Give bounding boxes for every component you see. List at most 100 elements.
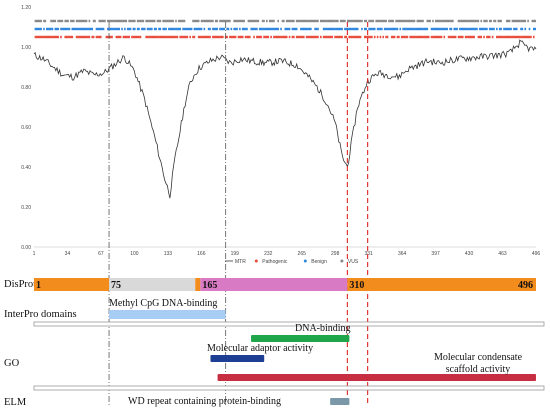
variant-marker — [348, 19, 350, 23]
variant-marker — [364, 19, 366, 23]
variant-marker — [151, 19, 153, 23]
x-tick-label: 67 — [98, 251, 104, 257]
variant-marker — [87, 27, 89, 31]
x-tick-label: 331 — [364, 251, 373, 257]
variant-marker — [153, 35, 156, 39]
variant-marker — [520, 35, 522, 39]
variant-marker — [355, 35, 358, 39]
variant-marker — [331, 27, 333, 31]
variant-marker — [300, 27, 302, 31]
variant-marker — [230, 35, 233, 39]
variant-marker — [500, 27, 502, 31]
variant-marker — [295, 19, 298, 23]
variant-marker — [163, 19, 166, 23]
variant-marker — [359, 35, 362, 39]
variant-marker — [314, 35, 316, 39]
variant-marker — [212, 27, 214, 31]
variant-marker — [324, 35, 326, 39]
variant-marker — [312, 35, 315, 39]
variant-marker — [244, 35, 247, 39]
variant-marker — [34, 27, 37, 31]
variant-marker — [222, 35, 224, 39]
variant-marker — [416, 35, 419, 39]
variant-marker — [64, 35, 67, 39]
variant-marker — [197, 27, 200, 31]
variant-marker — [356, 19, 359, 23]
variant-marker — [301, 35, 304, 39]
variant-marker — [246, 35, 248, 39]
variant-marker — [471, 35, 474, 39]
variant-marker — [125, 35, 128, 39]
variant-marker — [197, 19, 200, 23]
variant-marker — [182, 19, 184, 23]
variant-marker — [109, 27, 112, 31]
variant-marker — [195, 19, 197, 23]
variant-marker — [364, 35, 366, 39]
disprot-position-label: 165 — [202, 280, 217, 291]
variant-marker — [212, 19, 214, 23]
variant-marker — [369, 27, 372, 31]
variant-marker — [112, 27, 115, 31]
chart-legend: MTR Pathogenic Benign VUS — [225, 259, 359, 265]
variant-marker — [118, 19, 120, 23]
variant-marker — [298, 19, 301, 23]
variant-marker — [64, 19, 67, 23]
variant-marker — [214, 27, 217, 31]
variant-marker — [97, 35, 99, 39]
variant-marker — [460, 35, 463, 39]
variant-marker — [420, 35, 423, 39]
variant-marker — [92, 19, 95, 23]
disprot-position-label: 1 — [36, 280, 41, 291]
variant-marker — [317, 35, 319, 39]
variant-marker — [523, 35, 525, 39]
variant-marker — [241, 27, 244, 31]
variant-marker — [523, 19, 525, 23]
variant-marker — [293, 27, 295, 31]
variant-marker — [337, 35, 339, 39]
variant-marker — [470, 35, 473, 39]
variant-marker — [300, 35, 302, 39]
x-tick-label: 496 — [532, 251, 541, 257]
variant-marker — [74, 27, 76, 31]
x-tick-label: 133 — [164, 251, 173, 257]
variant-marker — [40, 27, 42, 31]
variant-marker — [527, 19, 529, 23]
variant-marker — [78, 27, 81, 31]
variant-marker — [169, 19, 172, 23]
variant-marker — [116, 27, 119, 31]
variant-marker — [334, 35, 336, 39]
variant-marker — [240, 19, 243, 23]
variant-marker — [293, 35, 295, 39]
variant-marker — [321, 19, 324, 23]
variant-marker — [270, 35, 272, 39]
legend-label: VUS — [348, 259, 359, 265]
variant-marker — [378, 27, 380, 31]
variant-marker — [281, 19, 284, 23]
variant-marker — [311, 19, 314, 23]
variant-marker — [99, 35, 102, 39]
variant-marker — [81, 27, 84, 31]
x-tick-label: 430 — [465, 251, 474, 257]
variant-marker — [82, 19, 85, 23]
variant-marker — [487, 35, 490, 39]
variant-marker — [369, 35, 372, 39]
go-term-bar — [210, 355, 265, 362]
variant-marker — [78, 19, 81, 23]
variant-marker — [202, 19, 204, 23]
variant-marker — [38, 27, 41, 31]
variant-marker — [258, 35, 261, 39]
variant-marker — [40, 35, 42, 39]
variant-marker — [60, 27, 62, 31]
variant-marker — [71, 19, 74, 23]
variant-marker — [295, 27, 298, 31]
variant-marker — [243, 19, 245, 23]
variant-marker — [402, 35, 404, 39]
variant-marker — [315, 19, 318, 23]
variant-marker — [126, 27, 129, 31]
variant-marker — [84, 35, 86, 39]
variant-marker — [230, 27, 233, 31]
variant-marker — [390, 27, 393, 31]
variant-marker — [175, 35, 177, 39]
variant-marker — [430, 35, 433, 39]
variant-marker — [459, 35, 461, 39]
